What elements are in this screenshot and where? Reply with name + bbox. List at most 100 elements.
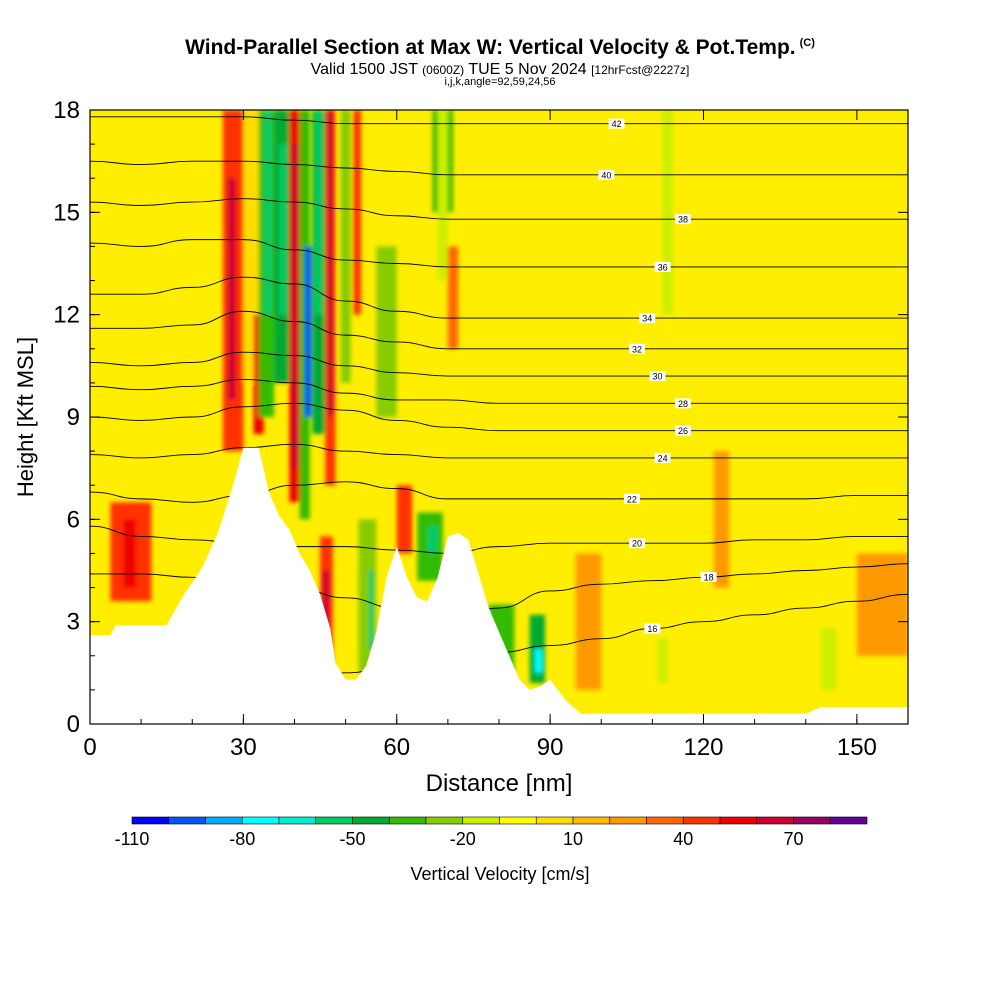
velocity-cell	[263, 110, 272, 315]
title-text: Wind-Parallel Section at Max W: Vertical…	[185, 36, 796, 59]
colorbar-swatch	[168, 816, 206, 825]
valid-time-line: Valid 1500 JST (0600Z) TUE 5 Nov 2024 [1…	[0, 61, 1000, 79]
colorbar-tick-label: 70	[783, 829, 803, 849]
colorbar-swatch	[609, 816, 647, 825]
colorbar-label: Vertical Velocity [cm/s]	[410, 864, 589, 884]
contour-label: 42	[612, 119, 622, 129]
y-tick-label: 0	[67, 711, 80, 738]
colorbar-swatch	[278, 816, 317, 825]
field-cells	[110, 110, 908, 690]
colorbar-swatch	[646, 816, 684, 825]
theta-contour	[90, 310, 908, 350]
colorbar-swatch	[425, 816, 464, 825]
colorbar-tick-label: -80	[229, 829, 255, 849]
contour-label-bg	[649, 371, 666, 382]
colorbar-swatch	[499, 816, 537, 825]
contour-label: 36	[658, 262, 668, 272]
colorbar-tick-label: -110	[115, 829, 150, 849]
x-tick-label: 120	[683, 734, 723, 761]
velocity-cell	[327, 110, 333, 417]
colorbar-swatch	[535, 816, 574, 825]
colorbar-swatch	[756, 816, 794, 825]
theta-contour	[90, 379, 908, 404]
contour-label: 34	[642, 314, 652, 324]
contour-label: 40	[601, 170, 611, 180]
contour-label-bg	[654, 261, 671, 272]
terrain-mask	[90, 447, 908, 724]
x-tick-label: 0	[83, 734, 96, 761]
y-tick-label: 6	[67, 506, 80, 533]
contour-label-bg	[639, 313, 656, 324]
y-tick-label: 18	[53, 97, 80, 124]
contour-label-bg	[623, 493, 640, 504]
contour-label-bg	[629, 343, 646, 354]
velocity-cell	[662, 110, 673, 315]
copyright-mark: (C)	[799, 37, 815, 49]
velocity-cell	[291, 144, 299, 469]
y-tick-label: 12	[53, 302, 80, 329]
velocity-cell	[821, 628, 837, 690]
theta-contour	[90, 351, 908, 377]
contour-label: 28	[678, 399, 688, 409]
contour-label: 38	[678, 215, 688, 225]
contour-label: 26	[678, 426, 688, 436]
colorbar-swatch	[719, 816, 758, 825]
velocity-cell	[376, 246, 397, 417]
velocity-cell	[856, 553, 908, 656]
velocity-cell	[447, 246, 459, 349]
velocity-cell	[279, 144, 287, 315]
velocity-cell	[396, 485, 413, 554]
colorbar-swatch	[572, 816, 611, 825]
contour-label-bg	[654, 452, 671, 463]
contour-label-bg	[675, 214, 692, 225]
theta-contour	[90, 276, 908, 319]
contour-label-bg	[598, 169, 615, 180]
velocity-cell	[427, 526, 438, 554]
velocity-cell	[713, 451, 730, 588]
y-tick-label: 15	[53, 199, 80, 226]
velocity-cell	[657, 638, 668, 684]
theta-contour	[90, 402, 908, 432]
colorbar-swatch	[315, 816, 353, 825]
colorbar-swatch	[352, 816, 390, 825]
valid-date: TUE 5 Nov 2024	[468, 61, 587, 78]
colorbar: -110 -80 -50 -20 10 40 70	[115, 816, 868, 849]
x-axis-label: Distance [nm]	[426, 770, 573, 797]
contour-label-bg	[644, 623, 661, 634]
velocity-cell	[322, 570, 330, 656]
colorbar-swatch	[388, 816, 427, 825]
velocity-cell	[534, 648, 543, 673]
colorbar-swatch	[131, 816, 170, 825]
colorbar-swatch	[462, 816, 500, 825]
theta-contour	[90, 443, 908, 459]
contour-label-bg	[675, 398, 692, 409]
grid-indices: i,j,k,angle=92,59,24,56	[444, 76, 556, 88]
valid-zulu: (0600Z)	[422, 63, 465, 77]
y-axis-label: Height [Kft MSL]	[13, 337, 38, 497]
forecast-info: [12hrFcst@2227z]	[591, 63, 690, 77]
colorbar-tick-label: -20	[450, 829, 476, 849]
y-tick-label: 3	[67, 609, 80, 636]
velocity-cell	[123, 519, 137, 588]
x-tick-label: 60	[383, 734, 410, 761]
velocity-cell	[228, 178, 236, 400]
colorbar-swatch	[241, 816, 280, 825]
velocity-cell	[575, 553, 602, 690]
colorbar-swatch	[682, 816, 721, 825]
contour-label-bg	[700, 571, 717, 582]
contour-label-bg	[629, 538, 646, 549]
x-tick-label: 30	[230, 734, 257, 761]
theta-contour	[90, 160, 908, 176]
theta-contour	[90, 198, 908, 220]
velocity-cell	[368, 570, 374, 649]
contour-label: 32	[632, 344, 642, 354]
contour-label-bg	[675, 425, 692, 436]
velocity-cell	[340, 110, 351, 383]
y-tick-label: 9	[67, 404, 80, 431]
contour-label: 20	[632, 539, 642, 549]
contour-label: 22	[627, 494, 637, 504]
contour-label: 16	[647, 624, 657, 634]
velocity-cell	[314, 110, 323, 315]
